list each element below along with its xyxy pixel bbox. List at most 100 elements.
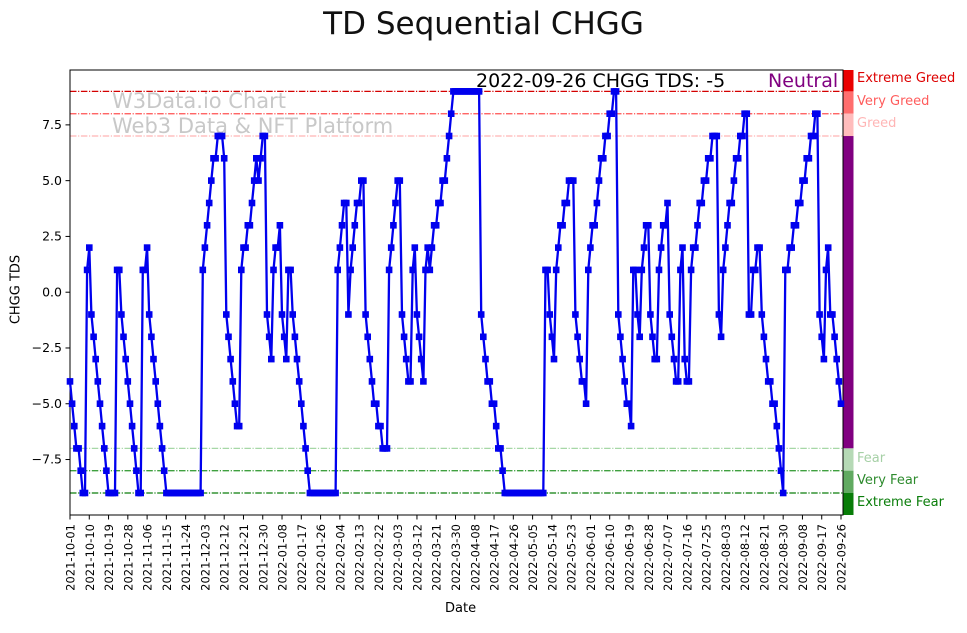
data-point-marker <box>377 422 384 430</box>
data-point-marker <box>293 355 301 363</box>
data-point-marker <box>722 244 729 251</box>
data-point-marker <box>482 355 489 363</box>
data-point-marker <box>760 333 768 341</box>
x-tick-label: 2021-12-21 <box>237 524 251 591</box>
data-point-marker <box>351 222 359 229</box>
x-tick-label: 2022-06-28 <box>642 524 656 591</box>
data-point-marker <box>824 244 832 251</box>
data-point-marker <box>334 266 341 274</box>
y-tick-label: 0.0 <box>42 284 62 299</box>
x-tick-label: 2022-04-17 <box>488 524 502 591</box>
data-point-marker <box>475 88 483 95</box>
data-point-marker <box>634 311 641 318</box>
data-point-marker <box>767 378 774 385</box>
sentiment-band-extreme-fear <box>843 492 854 515</box>
x-tick-label: 2022-03-30 <box>449 524 463 591</box>
data-point-marker <box>792 222 800 229</box>
y-tick-label: −7.5 <box>32 452 62 467</box>
x-tick-label: 2022-02-13 <box>353 524 367 591</box>
data-point-marker <box>71 422 78 430</box>
data-point-marker <box>621 378 628 385</box>
y-tick-label: 5.0 <box>42 173 62 188</box>
data-point-marker <box>130 445 138 452</box>
data-point-marker <box>587 244 594 251</box>
data-point-marker <box>447 110 455 117</box>
data-point-marker <box>747 311 755 318</box>
data-point-marker <box>287 266 294 274</box>
x-tick-label: 2022-01-08 <box>276 524 290 591</box>
data-point-marker <box>88 311 95 318</box>
sentiment-band-neutral <box>843 136 854 449</box>
x-tick-label: 2022-08-03 <box>719 524 733 591</box>
data-point-marker <box>420 378 427 385</box>
data-point-marker <box>133 467 140 474</box>
data-point-marker <box>627 422 635 430</box>
data-point-marker <box>492 422 500 430</box>
data-point-marker <box>360 177 367 184</box>
x-tick-label: 2022-04-08 <box>468 524 482 591</box>
data-point-marker <box>422 266 429 274</box>
data-point-marker <box>103 467 110 474</box>
data-point-marker <box>668 333 676 341</box>
data-point-marker <box>205 199 213 207</box>
data-point-marker <box>829 311 836 318</box>
data-point-marker <box>158 445 166 452</box>
data-point-marker <box>101 445 108 452</box>
data-point-marker <box>400 333 408 341</box>
data-point-marker <box>396 177 404 184</box>
data-point-marker <box>762 355 770 363</box>
sentiment-band-very-greed <box>843 91 854 114</box>
data-point-marker <box>417 355 425 363</box>
data-point-marker <box>390 222 397 229</box>
data-point-marker <box>445 132 453 140</box>
data-point-marker <box>490 400 498 407</box>
x-tick-label: 2022-07-07 <box>661 524 675 591</box>
data-point-marker <box>432 222 440 229</box>
data-point-marker <box>92 355 99 363</box>
data-point-marker <box>593 199 601 207</box>
data-point-marker <box>724 222 731 229</box>
data-point-marker <box>283 355 290 363</box>
data-point-marker <box>655 266 663 274</box>
data-point-marker <box>398 311 406 318</box>
sentiment-band-greed <box>843 113 854 137</box>
data-point-marker <box>636 333 643 341</box>
data-point-marker <box>276 222 284 229</box>
data-point-marker <box>428 244 436 251</box>
data-point-marker <box>591 222 598 229</box>
data-point-marker <box>570 177 577 184</box>
x-tick-label: 2022-03-12 <box>410 524 424 591</box>
data-point-marker <box>595 177 603 184</box>
data-point-marker <box>349 244 356 251</box>
data-point-marker <box>148 333 155 341</box>
data-point-marker <box>278 311 286 318</box>
data-point-marker <box>619 355 626 363</box>
data-point-marker <box>499 467 506 474</box>
x-tick-label: 2022-06-01 <box>584 524 598 591</box>
x-tick-label: 2021-10-01 <box>64 524 78 591</box>
data-point-marker <box>797 199 804 207</box>
x-tick-label: 2022-05-14 <box>545 524 559 591</box>
data-point-marker <box>298 400 305 407</box>
td-sequential-line <box>68 90 843 495</box>
sentiment-band-very-fear <box>843 470 854 493</box>
data-point-marker <box>407 378 414 385</box>
data-point-marker <box>223 311 230 318</box>
data-point-marker <box>75 445 82 452</box>
sentiment-band-extreme-greed <box>843 70 854 92</box>
data-point-marker <box>694 222 701 229</box>
data-point-marker <box>681 355 688 363</box>
data-point-marker <box>304 467 311 474</box>
x-tick-label: 2021-11-15 <box>160 524 174 591</box>
data-point-marker <box>238 266 245 274</box>
data-point-marker <box>255 177 262 184</box>
data-point-marker <box>274 244 281 251</box>
data-point-marker <box>124 378 132 385</box>
data-point-marker <box>548 333 556 341</box>
data-point-marker <box>576 355 583 363</box>
x-tick-label: 2022-03-21 <box>430 524 444 591</box>
data-point-marker <box>203 222 211 229</box>
data-point-marker <box>411 244 419 251</box>
data-point-marker <box>486 378 494 385</box>
y-tick-label: 2.5 <box>42 229 62 244</box>
